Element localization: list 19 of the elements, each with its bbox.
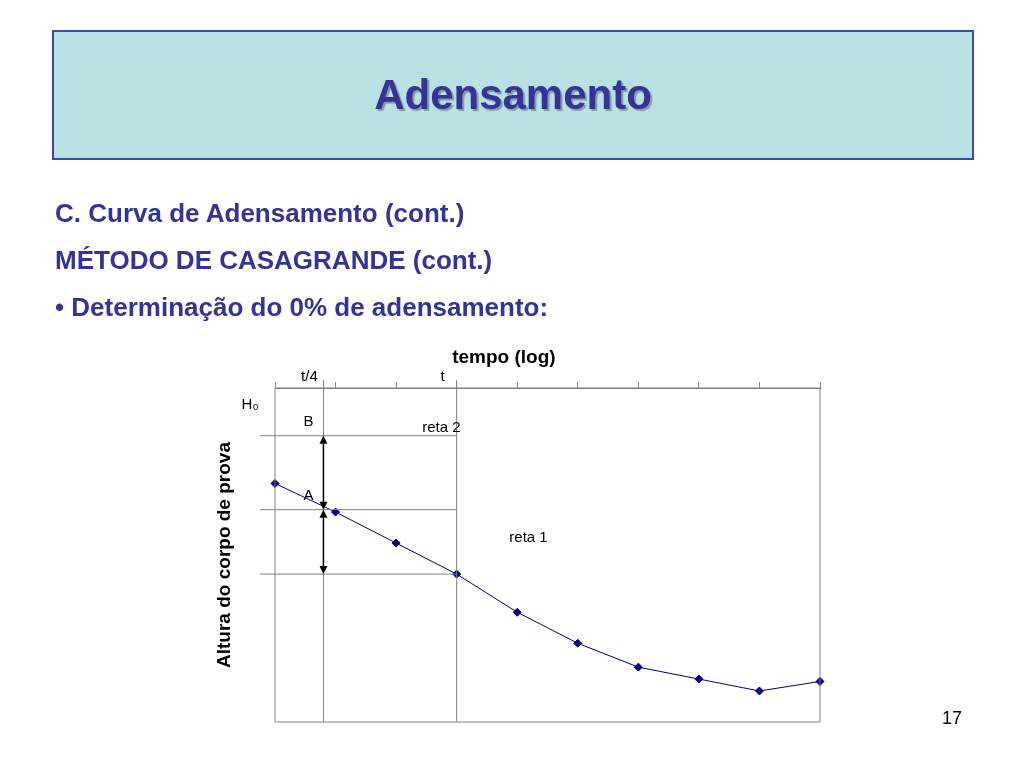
point (694, 674, 704, 684)
ref-line-label: B (303, 412, 314, 430)
point (512, 607, 522, 617)
y-axis-title: Altura do corpo de prova (213, 441, 235, 668)
point (633, 662, 643, 672)
chart-title: Adensamento (374, 71, 652, 119)
text: t (440, 366, 446, 384)
text: 17 (941, 708, 962, 729)
point (391, 538, 401, 548)
ref-line-label: A (303, 486, 314, 504)
point (754, 686, 764, 696)
annotation: reta 1 (509, 528, 548, 546)
text: t/4 (301, 366, 318, 384)
point (331, 507, 341, 517)
chart-subtitle: C. Curva de Adensamento (cont.) MÉTODO DE CASAGRANDE (cont.) • Determinação do 0% de adensamento: (55, 197, 549, 324)
text: H₀ (241, 394, 259, 412)
point (573, 638, 583, 648)
text: reta 2 (422, 418, 461, 436)
text: tempo (log) (452, 346, 556, 368)
